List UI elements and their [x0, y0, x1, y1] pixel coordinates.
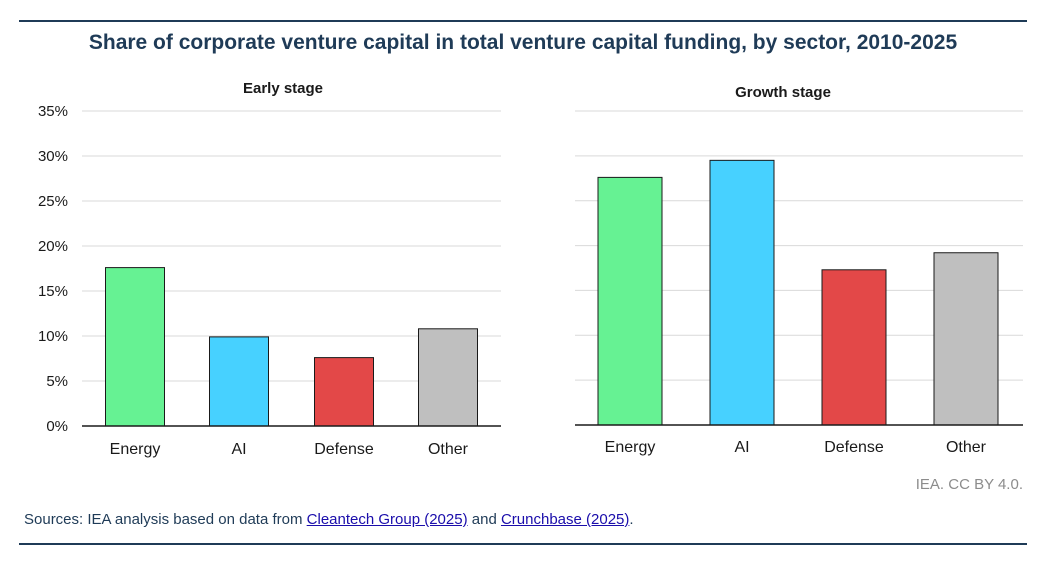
- chart1-y-tick-label: 35%: [38, 103, 68, 120]
- chart-title: Share of corporate venture capital in to…: [88, 31, 958, 54]
- chart1-panel-title: Early stage: [243, 80, 323, 97]
- chart2-bar-defense: [821, 269, 887, 426]
- sources-note: Sources: IEA analysis based on data from…: [24, 511, 634, 528]
- chart1-y-tick-label: 30%: [38, 148, 68, 165]
- chart2-bar-other: [933, 252, 999, 426]
- chart1-category-label: Energy: [110, 441, 161, 458]
- cleantech-group-link[interactable]: Cleantech Group (2025): [306, 511, 468, 528]
- chart1-bar-defense: [314, 357, 374, 427]
- chart1-y-tick-label: 5%: [46, 373, 68, 390]
- chart2-category-label: Defense: [824, 439, 884, 456]
- chart2-bar-energy: [597, 176, 663, 426]
- chart1-y-tick-label: 0%: [46, 418, 68, 435]
- chart1-y-tick-label: 15%: [38, 283, 68, 300]
- chart1-y-tick-label: 25%: [38, 193, 68, 210]
- chart1-bar-ai: [209, 336, 269, 427]
- chart2-category-label: Other: [946, 439, 987, 456]
- chart1-y-tick-label: 10%: [38, 328, 68, 345]
- chart1-category-label: AI: [231, 441, 246, 458]
- crunchbase-link[interactable]: Crunchbase (2025): [500, 511, 630, 528]
- top-rule: [19, 20, 1027, 22]
- chart2-category-label: AI: [734, 439, 749, 456]
- license-credit: IEA. CC BY 4.0.: [915, 476, 1023, 493]
- sources-prefix: Sources: IEA analysis based on data from: [24, 511, 307, 528]
- chart1-bar-energy: [105, 267, 165, 427]
- chart1-category-label: Defense: [314, 441, 374, 458]
- sources-suffix: .: [629, 511, 634, 528]
- chart2-panel-title: Growth stage: [735, 84, 831, 101]
- chart1-category-label: Other: [428, 441, 469, 458]
- sources-middle: and: [467, 511, 501, 528]
- chart1-bar-other: [418, 328, 478, 427]
- chart2-category-label: Energy: [605, 439, 656, 456]
- bottom-rule: [19, 543, 1027, 545]
- chart1-y-tick-label: 20%: [38, 238, 68, 255]
- chart2-bar-ai: [709, 159, 775, 426]
